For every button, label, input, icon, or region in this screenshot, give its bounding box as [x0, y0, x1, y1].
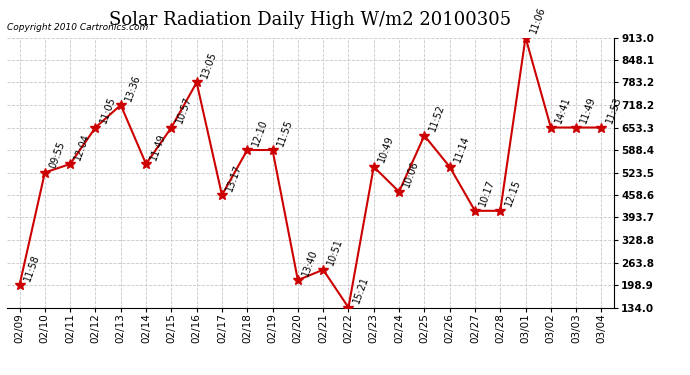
Text: 10:57: 10:57	[174, 95, 193, 125]
Text: 10:51: 10:51	[326, 237, 345, 267]
Text: 15:21: 15:21	[351, 275, 371, 305]
Text: 11:52: 11:52	[427, 103, 446, 133]
Text: 12:10: 12:10	[250, 118, 269, 147]
Text: 13:40: 13:40	[301, 248, 319, 278]
Text: 11:53: 11:53	[604, 95, 623, 125]
Text: 14:41: 14:41	[553, 95, 573, 125]
Text: 10:06: 10:06	[402, 159, 421, 189]
Text: 11:49: 11:49	[149, 132, 168, 161]
Text: 11:58: 11:58	[22, 253, 41, 282]
Text: 13:05: 13:05	[199, 50, 218, 80]
Text: 10:49: 10:49	[377, 135, 395, 164]
Text: 09:55: 09:55	[48, 140, 67, 170]
Text: 11:14: 11:14	[453, 135, 471, 164]
Text: 11:06: 11:06	[529, 5, 547, 35]
Text: 11:55: 11:55	[275, 117, 295, 147]
Text: 13:36: 13:36	[124, 73, 142, 102]
Text: 12:15: 12:15	[503, 178, 522, 208]
Text: Solar Radiation Daily High W/m2 20100305: Solar Radiation Daily High W/m2 20100305	[110, 11, 511, 29]
Text: 13:17: 13:17	[225, 163, 244, 192]
Text: 12:04: 12:04	[73, 132, 92, 161]
Text: 11:49: 11:49	[579, 95, 598, 125]
Text: 11:05: 11:05	[98, 95, 117, 125]
Text: 10:17: 10:17	[477, 178, 497, 208]
Text: Copyright 2010 Cartronics.com: Copyright 2010 Cartronics.com	[7, 23, 148, 32]
